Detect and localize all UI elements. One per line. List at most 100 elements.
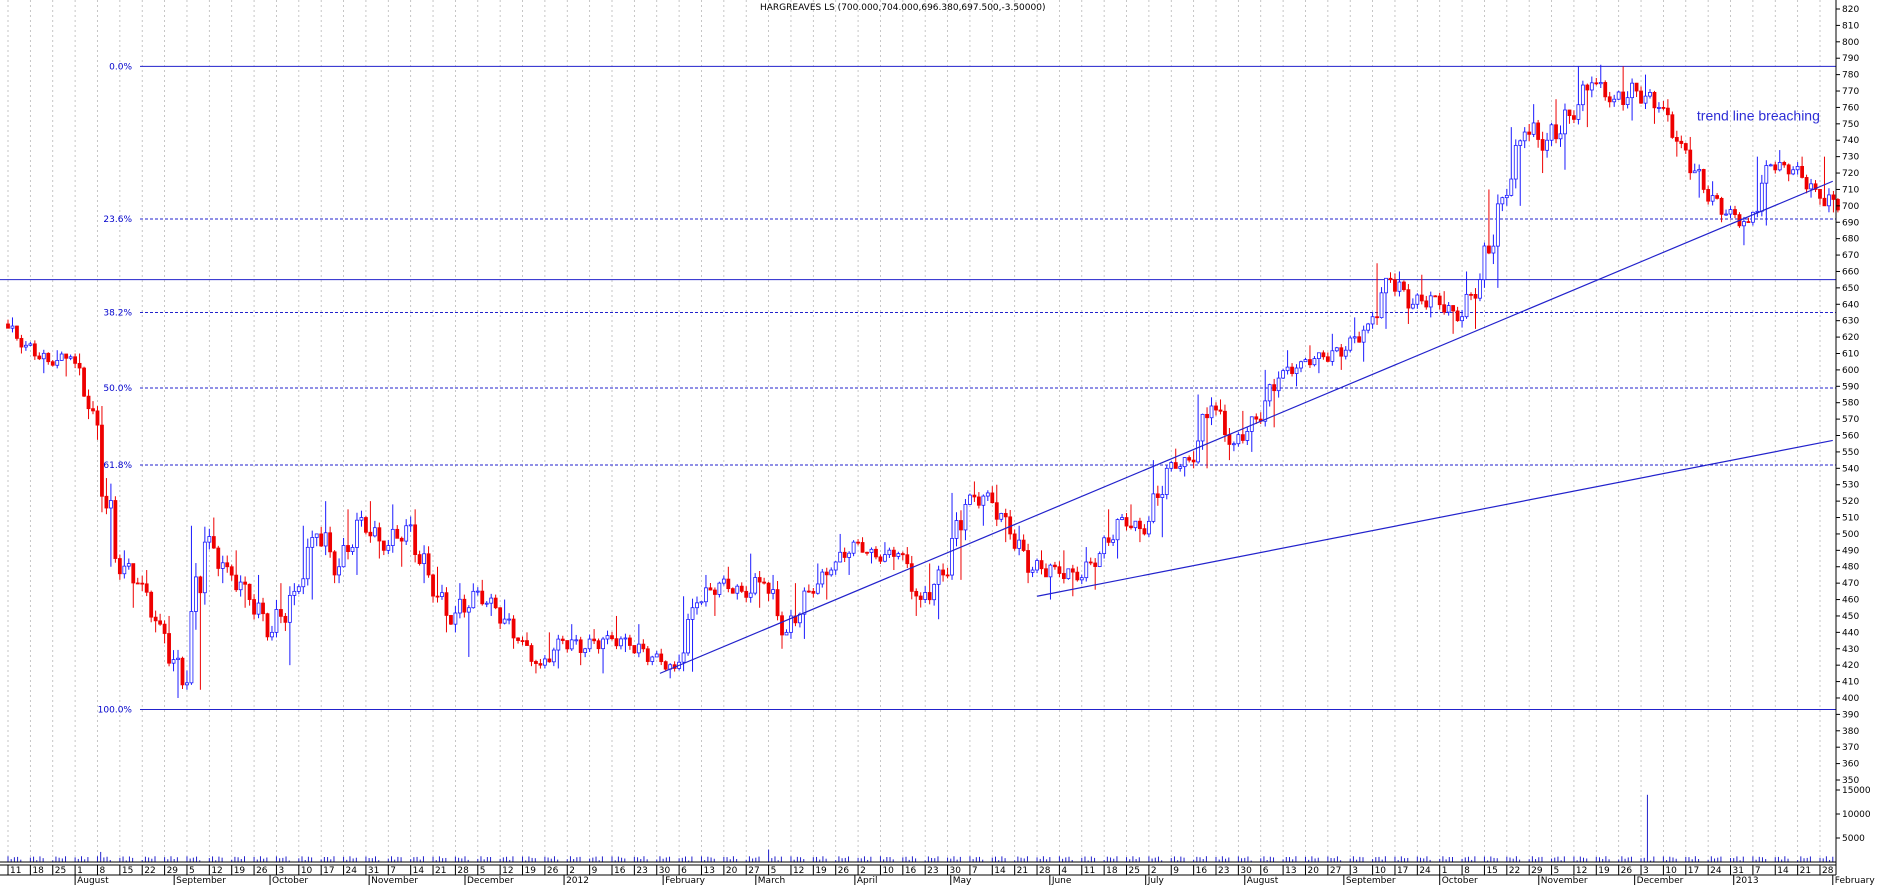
candle-body [699,601,704,604]
candle-body [19,338,24,348]
candle-body [811,590,816,594]
candle-body [1531,122,1536,135]
candle-body [1733,209,1737,216]
candle-body [1446,305,1451,313]
candle-body [730,588,735,594]
candle-body [279,609,283,617]
price-tick-label: 760 [1842,103,1859,113]
volume-tick-label: 10000 [1842,810,1871,820]
price-tick-label: 440 [1842,628,1859,638]
candle-body [1388,277,1393,281]
candle-body [1800,166,1805,178]
day-label: 8 [1464,866,1470,876]
candle-body [883,554,887,562]
price-tick-label: 690 [1842,218,1859,228]
trendline [1036,439,1833,597]
candle-body [1088,561,1093,564]
candle-body [891,549,896,557]
candle-body [887,549,892,556]
candle-body [1124,517,1129,527]
candle-body [189,611,194,684]
day-label: 8 [99,866,105,876]
candle-body [614,638,619,647]
candle-body [1236,434,1241,445]
candle-body [1379,292,1384,319]
candle-body [413,524,418,555]
day-label: 7 [390,866,396,876]
candle-body [1182,457,1187,468]
candle-body [1625,97,1630,105]
day-label: 30 [950,866,962,876]
day-label: 11 [1084,866,1095,876]
candle-body [1245,431,1250,441]
candle-body [426,553,431,576]
day-label: 17 [1397,866,1408,876]
candle-body [55,360,60,366]
candle-body [265,613,270,638]
candle-body [820,571,825,585]
day-label: 12 [211,866,222,876]
candle-body [896,553,901,557]
price-tick-label: 700 [1842,202,1859,212]
candle-body [466,607,471,613]
candle-body [1361,329,1366,343]
candle-body [256,602,261,615]
candle-body [1402,281,1406,291]
candle-body [1227,434,1232,445]
month-label: October [1442,876,1478,885]
candle-body [757,577,762,583]
candle-body [180,657,185,686]
candle-body [1267,384,1272,402]
candle-body [659,653,664,663]
candle-body [1487,245,1491,254]
candle-body [457,598,462,614]
day-label: 13 [1285,866,1296,876]
candle-body [927,592,932,601]
candle-body [68,356,73,359]
candle-body [1822,197,1827,207]
candle-body [1706,189,1711,202]
month-label: April [857,876,878,885]
candle-body [1630,82,1634,99]
fib-label: 23.6% [103,215,132,225]
candle-body [1218,409,1223,412]
candle-body [252,599,256,615]
day-label: 26 [256,866,268,876]
candle-body [905,554,910,565]
candle-body [918,595,923,600]
candle-body [1567,109,1572,117]
candle-body [319,533,324,547]
candle-body [663,661,668,670]
candle-body [525,640,529,646]
candle-body [1701,169,1706,190]
candle-body [337,566,341,576]
candle-body [686,619,690,654]
month-label: September [176,876,226,885]
candle-body [900,553,905,556]
day-label: 21 [1800,866,1811,876]
candle-body [596,640,601,650]
candle-body [842,551,847,558]
candle-body [744,590,749,598]
candle-body [176,657,180,660]
candle-body [1598,82,1603,85]
candle-body [1410,303,1415,309]
candle-body [739,585,744,592]
day-label: 17 [323,866,334,876]
candle-body [542,658,547,666]
candle-body [1500,197,1505,205]
candle-body [1795,166,1800,171]
day-label: 31 [1733,866,1744,876]
day-label: 5 [480,866,486,876]
candle-body [1003,513,1008,518]
day-label: 16 [1196,866,1208,876]
candle-body [856,541,860,544]
candle-body [547,658,552,663]
candle-body [1187,457,1192,461]
candle-body [1804,177,1809,190]
candle-body [878,556,883,562]
candle-body [645,648,650,662]
day-label: 5 [1554,866,1560,876]
day-label: 20 [726,866,738,876]
candle-body [140,582,145,585]
